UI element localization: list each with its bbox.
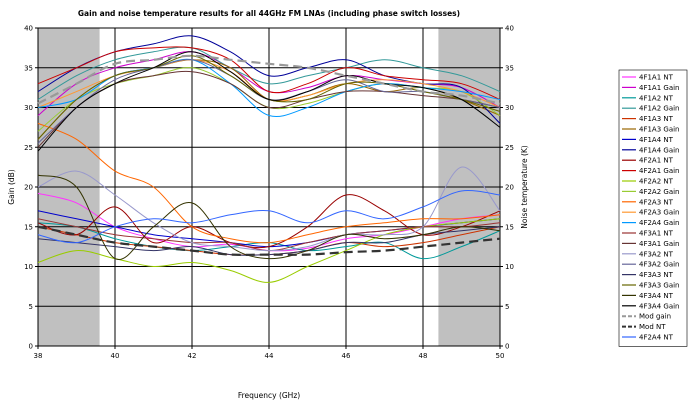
y-tick-label-right: 35 — [505, 64, 514, 72]
legend-label-9: 4F2A1 Gain — [639, 167, 680, 175]
legend-label-2: 4F1A2 NT — [639, 94, 674, 102]
x-tick-label: 42 — [188, 352, 197, 360]
y-tick-label-right: 40 — [505, 25, 514, 33]
legend-label-20: 4F3A3 Gain — [639, 282, 680, 290]
y-axis-left-ticks: 0 5 10 15 20 25 30 35 40 — [24, 25, 38, 351]
legend-box — [618, 69, 688, 347]
series-line-21 — [37, 174, 501, 260]
legend-label-24: Mod NT — [639, 323, 666, 331]
y-tick-label-right: 0 — [505, 343, 509, 351]
series-line-25 — [37, 190, 501, 244]
legend-label-22: 4F3A4 Gain — [639, 302, 680, 310]
y-tick-label-left: 0 — [29, 343, 33, 351]
legend-label-21: 4F3A4 NT — [639, 292, 674, 300]
legend-label-15: 4F3A1 NT — [639, 230, 674, 238]
legend-label-7: 4F1A4 Gain — [639, 146, 680, 154]
legend-label-13: 4F2A3 Gain — [639, 209, 680, 217]
y-axis-right-ticks: 0 5 10 15 20 25 30 35 40 — [500, 25, 514, 351]
series-line-23 — [37, 54, 501, 105]
y-tick-label-left: 5 — [29, 303, 33, 311]
legend-label-12: 4F2A3 NT — [639, 198, 674, 206]
y-tick-label-left: 25 — [24, 144, 33, 152]
y-tick-label-left: 40 — [24, 25, 33, 33]
legend-label-18: 4F3A2 Gain — [639, 261, 680, 269]
legend-label-16: 4F3A1 Gain — [639, 240, 680, 248]
y-tick-label-right: 10 — [505, 263, 514, 271]
legend-label-11: 4F2A2 Gain — [639, 188, 680, 196]
x-tick-label: 46 — [342, 352, 351, 360]
series-line-9 — [37, 46, 501, 100]
y-tick-label-right: 30 — [505, 104, 514, 112]
legend-label-25: 4F2A4 NT — [639, 334, 674, 342]
x-tick-label: 38 — [34, 352, 43, 360]
y-tick-label-right: 5 — [505, 303, 509, 311]
x-axis-label: Frequency (GHz) — [238, 391, 300, 400]
chart-title: Gain and noise temperature results for a… — [78, 9, 460, 18]
x-tick-label: 44 — [265, 352, 274, 360]
series-line-12 — [37, 122, 501, 244]
y-tick-label-left: 15 — [24, 223, 33, 231]
legend-label-19: 4F3A3 NT — [639, 271, 674, 279]
legend-label-5: 4F1A3 Gain — [639, 126, 680, 134]
legend-label-14: 4F2A4 Gain — [639, 219, 680, 227]
legend-label-10: 4F2A2 NT — [639, 178, 674, 186]
y-axis-label: Gain (dB) — [7, 169, 16, 204]
series-line-3 — [37, 46, 501, 100]
legend-label-8: 4F2A1 NT — [639, 157, 674, 165]
y-tick-label-left: 20 — [24, 184, 33, 192]
y2-axis-label: Noise temperature (K) — [520, 145, 529, 229]
legend-label-1: 4F1A1 Gain — [639, 84, 680, 92]
legend-label-3: 4F1A2 Gain — [639, 105, 680, 113]
x-tick-label: 50 — [496, 352, 505, 360]
series-line-22 — [37, 51, 501, 152]
y-tick-label-left: 35 — [24, 64, 33, 72]
legend-label-6: 4F1A4 NT — [639, 136, 674, 144]
y-tick-label-right: 25 — [505, 144, 514, 152]
x-tick-label: 40 — [111, 352, 120, 360]
y-tick-label-left: 30 — [24, 104, 33, 112]
series-line-24 — [37, 225, 501, 256]
legend: 4F1A1 NT 4F1A1 Gain 4F1A2 NT 4F1A2 Gain 4F1A… — [618, 69, 688, 347]
y-tick-label-right: 20 — [505, 184, 514, 192]
legend-label-0: 4F1A1 NT — [639, 74, 674, 82]
y-tick-label-left: 10 — [24, 263, 33, 271]
y-tick-label-right: 15 — [505, 223, 514, 231]
x-tick-label: 48 — [419, 352, 428, 360]
legend-label-17: 4F3A2 NT — [639, 250, 674, 258]
series-layer — [37, 35, 501, 283]
x-axis-ticks: 38 40 42 44 46 48 50 — [34, 346, 505, 360]
legend-label-4: 4F1A3 NT — [639, 115, 674, 123]
legend-label-23: Mod gain — [639, 313, 671, 321]
series-line-17 — [37, 166, 501, 252]
